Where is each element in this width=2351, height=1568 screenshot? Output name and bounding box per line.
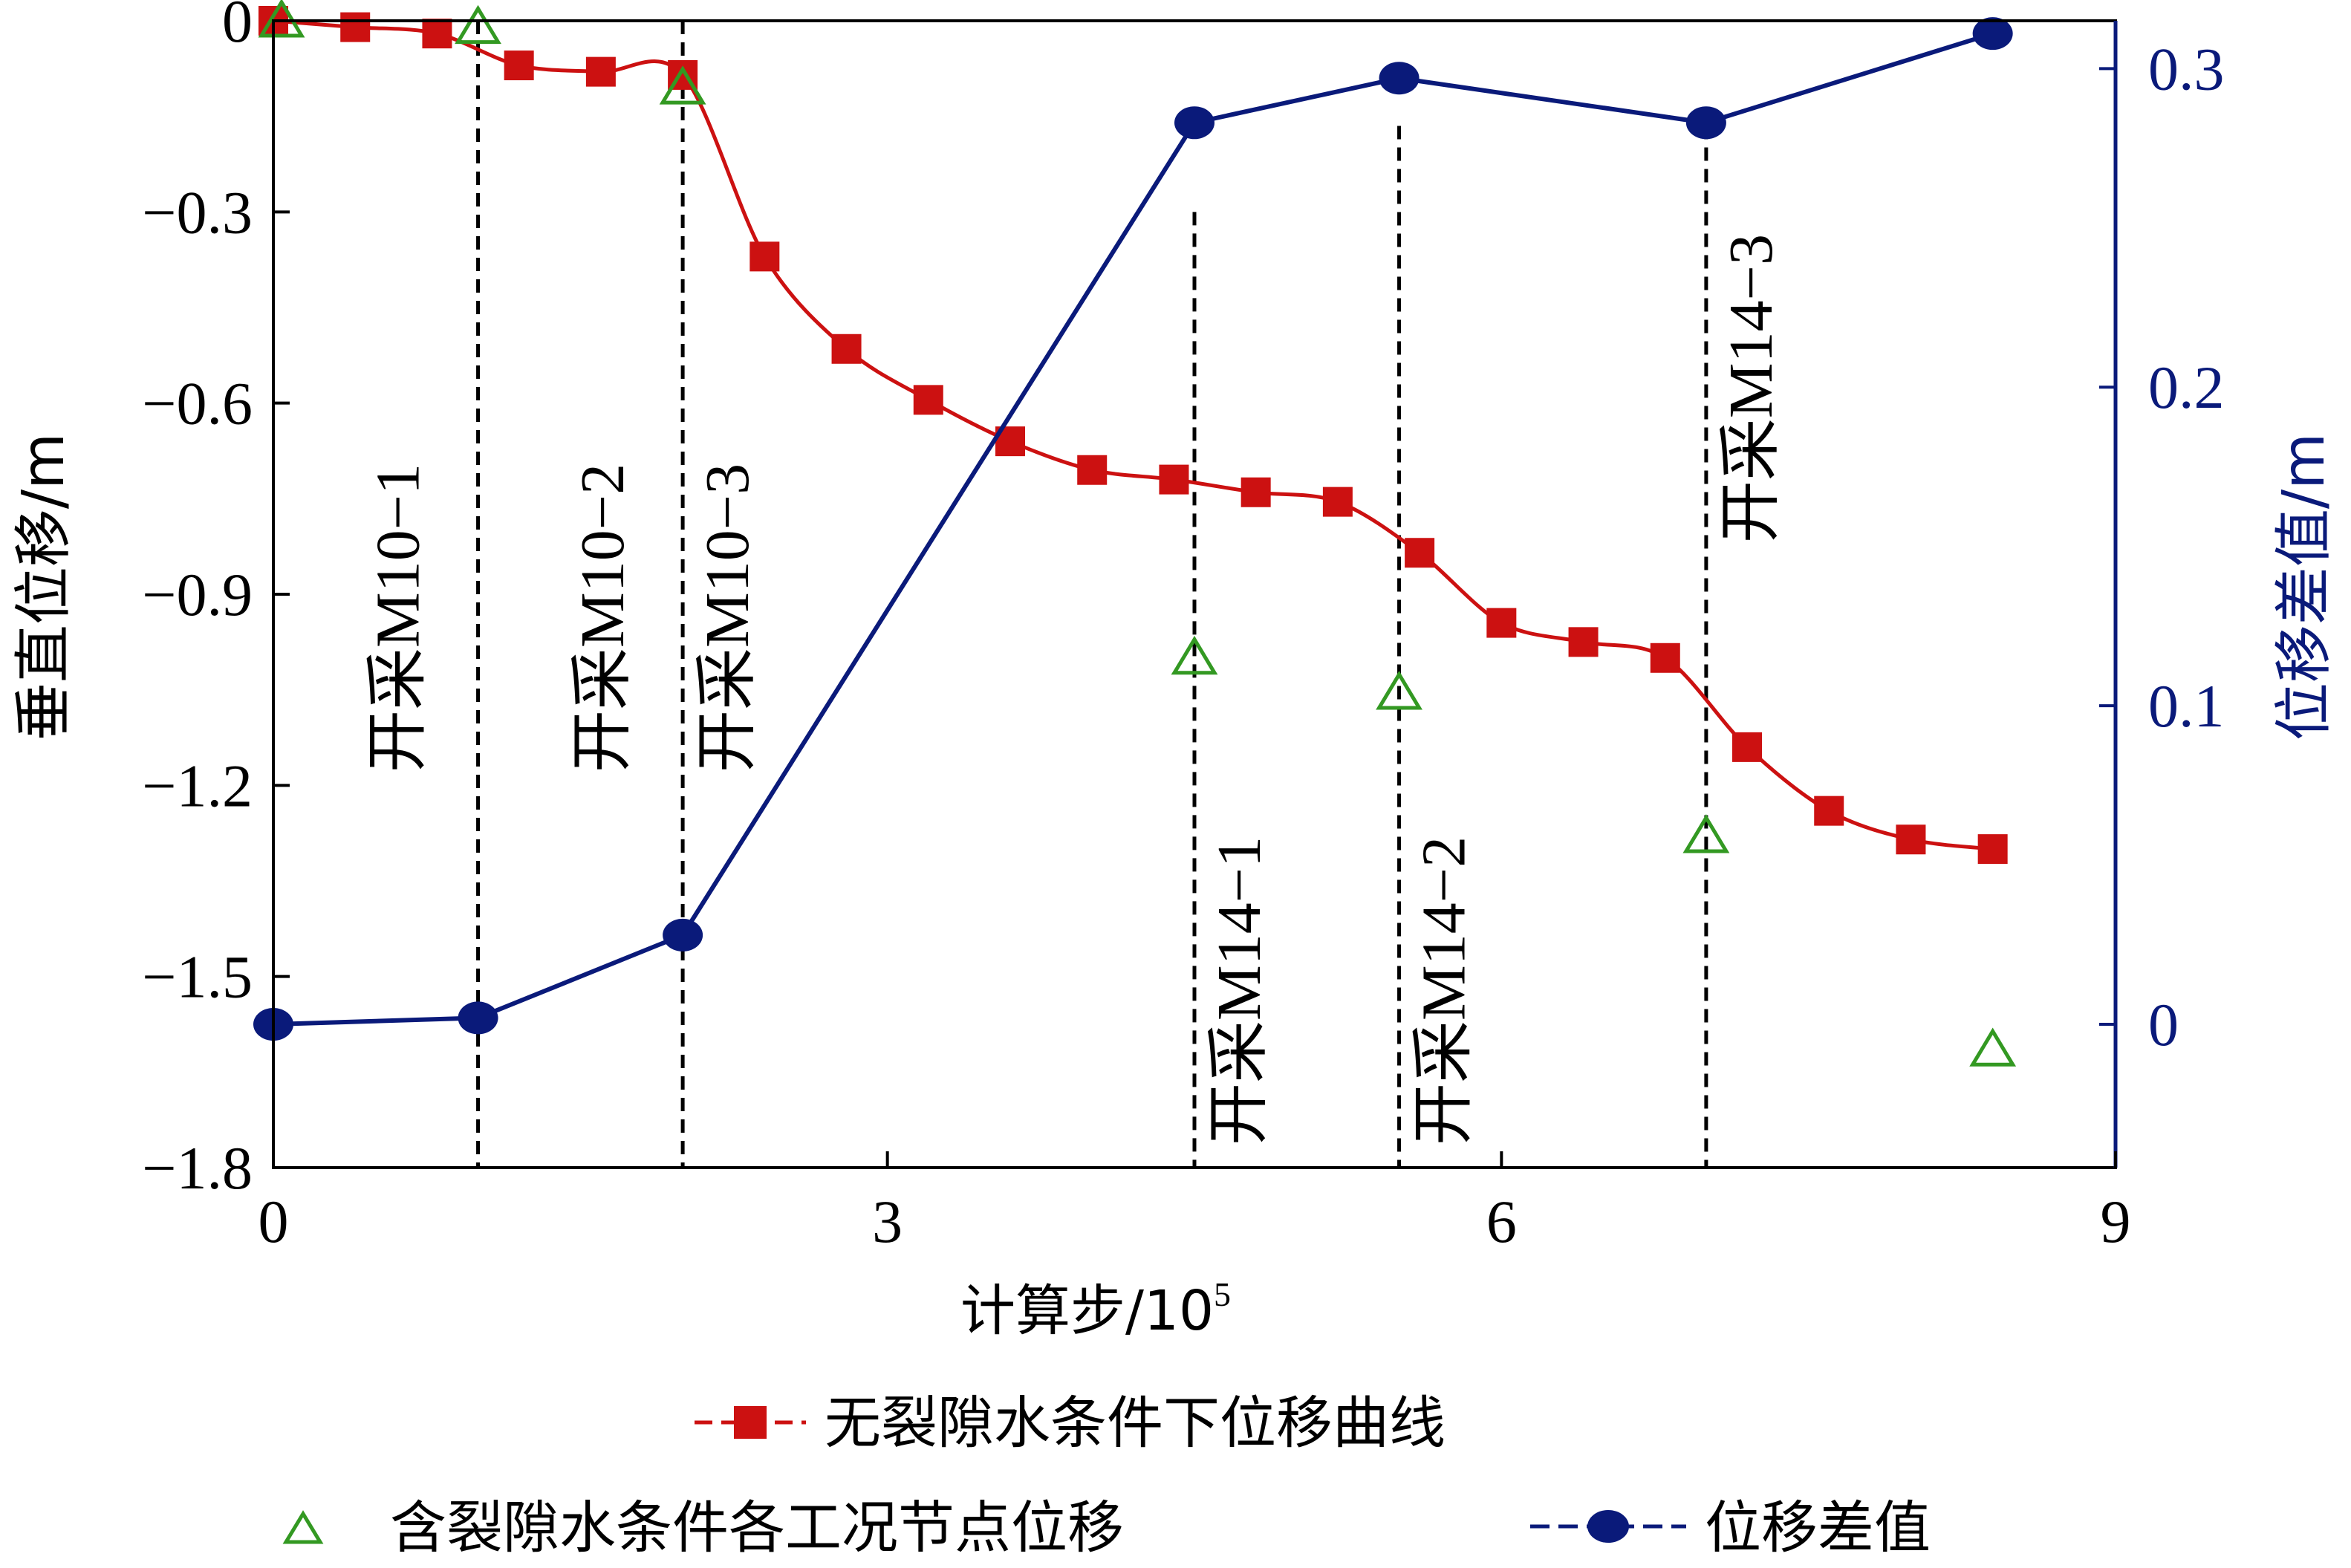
data-point-square: [749, 241, 780, 272]
data-point-square: [1322, 487, 1353, 517]
series-displacement-difference: [253, 17, 2013, 1041]
y-axis-label-right: 位移差值/m: [2271, 433, 2338, 741]
data-point-square: [831, 334, 862, 364]
data-point-triangle: [1171, 635, 1218, 675]
data-point-triangle: [659, 65, 706, 105]
series-displacement-no-water: [258, 6, 2008, 865]
y-left-tick-label: −0.6: [142, 370, 253, 437]
y-axis-left: 0 −0.3 −0.6 −0.9 −1.2 −1.5 −1.8: [142, 0, 290, 1202]
series-line: [273, 19, 1993, 851]
data-point-square: [1077, 455, 1108, 485]
legend-square-marker: [734, 1406, 767, 1439]
legend-item-with-water: 含裂隙水条件各工况节点位移: [282, 1494, 1124, 1561]
event-lines: [476, 21, 1708, 1168]
data-point-circle: [1379, 62, 1420, 95]
x-axis-label-exponent: 5: [1214, 1275, 1231, 1313]
data-point-square: [1240, 477, 1271, 507]
legend-label-with-water: 含裂隙水条件各工况节点位移: [390, 1494, 1124, 1561]
x-tick-label: 3: [872, 1188, 903, 1255]
y-right-tick-label: 0: [2148, 991, 2179, 1058]
legend-triangle-marker: [282, 1510, 324, 1544]
y-right-tick-label: 0.2: [2148, 354, 2225, 421]
x-tick-label: 0: [258, 1188, 289, 1255]
data-point-circle: [1685, 106, 1726, 140]
data-point-triangle: [455, 4, 501, 45]
event-label: 开采M14−1: [1205, 836, 1274, 1145]
y-left-tick-label: −1.5: [142, 943, 253, 1011]
event-label: 开采M10−3: [693, 463, 762, 772]
data-point-square: [1650, 643, 1680, 673]
y-right-tick-label: 0.3: [2148, 35, 2225, 103]
data-point-square: [1568, 627, 1599, 657]
data-point-circle: [1972, 17, 2013, 51]
data-point-triangle: [1376, 671, 1422, 710]
event-labels: 开采M10−1 开采M10−2 开采M10−3 开采M14−1 开采M14−2 开采M14…: [364, 234, 1786, 1145]
y-left-tick-label: −1.8: [142, 1134, 253, 1202]
x-axis-label-text: 计算步/10: [960, 1279, 1214, 1343]
event-label: 开采M14−3: [1717, 234, 1786, 543]
y-axis-right: 0 0.1 0.2 0.3: [2099, 35, 2225, 1058]
data-point-square: [1486, 608, 1517, 638]
data-point-circle: [1174, 106, 1214, 140]
data-point-square: [1896, 824, 1926, 855]
data-point-triangle: [1682, 814, 1730, 853]
y-left-tick-label: −0.9: [142, 561, 253, 628]
data-point-triangle: [258, 0, 305, 38]
data-point-square: [585, 56, 616, 87]
data-point-square: [913, 385, 943, 415]
data-point-square: [1405, 538, 1435, 568]
data-point-square: [504, 51, 534, 81]
data-point-square: [1814, 796, 1844, 826]
x-tick-label: 6: [1486, 1188, 1517, 1255]
legend-label-no-water: 无裂隙水条件下位移曲线: [825, 1390, 1446, 1456]
y-left-tick-label: −0.3: [142, 178, 253, 246]
data-point-square: [1159, 464, 1189, 495]
y-left-tick-label: −1.2: [142, 752, 253, 819]
data-point-square: [1977, 834, 2008, 865]
y-left-tick-label: 0: [222, 0, 253, 55]
legend-label-difference: 位移差值: [1705, 1494, 1931, 1561]
data-point-triangle: [1969, 1027, 2017, 1067]
event-label: 开采M10−1: [364, 463, 433, 772]
legend-circle-marker: [1587, 1510, 1629, 1543]
data-point-circle: [663, 918, 703, 951]
x-tick-label: 9: [2101, 1188, 2131, 1255]
legend: 无裂隙水条件下位移曲线 含裂隙水条件各工况节点位移 位移差值: [282, 1390, 1931, 1561]
x-axis: 0 3 6 9: [258, 1151, 2131, 1255]
data-point-square: [340, 12, 371, 42]
data-point-square: [1732, 732, 1762, 762]
event-label: 开采M10−2: [568, 463, 637, 772]
legend-item-no-water: 无裂隙水条件下位移曲线: [695, 1390, 1446, 1456]
event-label: 开采M14−2: [1410, 836, 1479, 1145]
data-point-square: [422, 19, 452, 49]
series-displacement-with-water: [258, 0, 2017, 1067]
data-point-circle: [458, 1001, 498, 1035]
y-axis-label-left: 垂直位移/m: [10, 433, 77, 741]
x-axis-label: 计算步/105: [960, 1275, 1231, 1343]
legend-item-difference: 位移差值: [1530, 1494, 1931, 1561]
y-right-tick-label: 0.1: [2148, 672, 2225, 740]
